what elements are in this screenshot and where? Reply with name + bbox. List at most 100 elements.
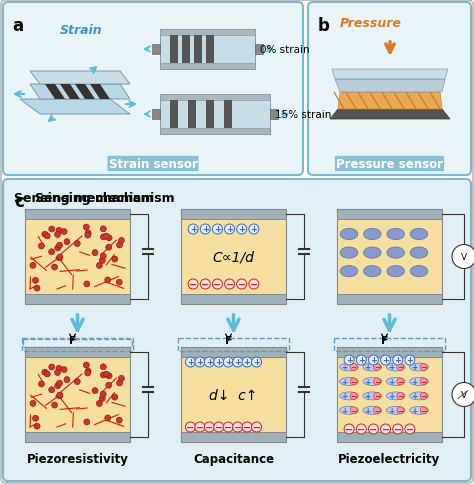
Circle shape [420,407,427,414]
Circle shape [103,371,109,378]
Text: +: + [225,358,232,367]
Polygon shape [30,85,130,100]
Text: Strain: Strain [60,24,103,37]
Ellipse shape [363,378,382,386]
Polygon shape [30,72,130,85]
FancyBboxPatch shape [270,110,278,120]
Text: +: + [411,406,418,415]
Circle shape [237,225,246,235]
Circle shape [100,391,106,397]
Text: Pressure sensor: Pressure sensor [336,158,443,171]
Text: −: − [420,392,427,401]
Circle shape [185,422,195,432]
Ellipse shape [340,266,358,277]
Circle shape [56,255,63,261]
Ellipse shape [363,363,382,371]
Polygon shape [60,85,80,100]
FancyBboxPatch shape [337,294,442,304]
FancyBboxPatch shape [337,348,442,357]
Text: −: − [215,422,223,432]
FancyBboxPatch shape [170,101,178,129]
FancyBboxPatch shape [337,432,442,442]
Circle shape [55,232,61,238]
Circle shape [92,250,98,256]
FancyBboxPatch shape [206,36,214,64]
Text: +: + [187,358,194,367]
FancyBboxPatch shape [181,348,286,442]
Circle shape [420,393,427,400]
Text: +: + [226,225,233,234]
Ellipse shape [387,247,404,258]
Text: −: − [350,377,357,386]
Text: +: + [411,392,418,401]
Text: −: − [234,422,242,432]
Circle shape [405,355,415,365]
Ellipse shape [363,392,382,400]
Circle shape [56,242,63,249]
Circle shape [33,278,38,284]
Circle shape [374,407,381,414]
Circle shape [350,407,357,414]
Text: −: − [374,377,380,386]
Circle shape [117,380,123,386]
Text: +: + [214,225,221,234]
Circle shape [397,393,404,400]
Circle shape [118,238,125,244]
Ellipse shape [410,363,428,371]
Text: −: − [226,279,234,289]
Circle shape [116,417,122,424]
Circle shape [30,401,36,407]
Text: +: + [411,377,418,386]
FancyBboxPatch shape [255,45,263,55]
Circle shape [374,378,381,385]
FancyBboxPatch shape [188,101,196,129]
Ellipse shape [364,247,381,258]
Ellipse shape [410,229,428,240]
Circle shape [100,254,106,259]
Circle shape [242,422,252,432]
FancyBboxPatch shape [308,3,471,176]
Circle shape [397,364,404,371]
Text: −: − [237,279,246,289]
Text: −: − [213,279,221,289]
FancyBboxPatch shape [181,210,286,304]
Circle shape [106,235,112,242]
Text: +: + [238,225,245,234]
Circle shape [100,227,106,232]
Circle shape [84,281,90,287]
Text: +: + [196,358,203,367]
FancyBboxPatch shape [337,210,442,220]
Circle shape [249,225,259,235]
Polygon shape [90,85,110,100]
Circle shape [61,367,67,373]
Circle shape [252,357,262,367]
Circle shape [34,286,40,291]
Circle shape [214,422,224,432]
Circle shape [74,379,80,385]
Circle shape [85,230,91,237]
Circle shape [212,225,222,235]
Circle shape [49,227,55,232]
Ellipse shape [386,363,405,371]
Text: +: + [250,225,257,234]
Circle shape [42,232,48,238]
Circle shape [57,392,63,398]
Circle shape [55,370,61,376]
Ellipse shape [340,378,358,386]
FancyBboxPatch shape [181,294,286,304]
FancyBboxPatch shape [25,348,130,357]
Text: Capacitance: Capacitance [193,452,274,465]
Circle shape [44,233,50,240]
Text: +: + [370,356,377,365]
Ellipse shape [340,229,358,240]
Circle shape [57,255,63,260]
Text: a: a [12,17,23,35]
Circle shape [112,257,118,262]
Circle shape [118,376,125,381]
Circle shape [84,419,90,425]
Circle shape [223,422,233,432]
Circle shape [225,279,235,289]
Circle shape [38,243,45,249]
FancyBboxPatch shape [3,180,471,481]
Text: −: − [205,422,213,432]
